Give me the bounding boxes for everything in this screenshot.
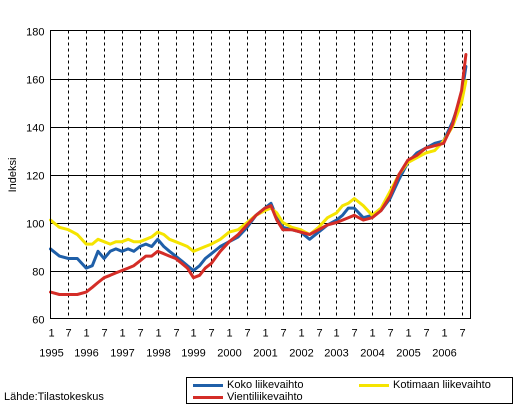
- x-month-label: 7: [459, 328, 465, 340]
- legend: Koko liikevaihto Kotimaan liikevaihto Vi…: [186, 377, 513, 404]
- x-year-label: 2005: [396, 348, 420, 360]
- x-year-label: 2000: [217, 348, 241, 360]
- legend-label-vienti: Vientiliikevaihto: [227, 391, 303, 403]
- x-month-label: 7: [387, 328, 393, 340]
- x-month-label: 7: [351, 328, 357, 340]
- x-month-label: 1: [369, 328, 375, 340]
- x-month-label: 7: [244, 328, 250, 340]
- x-month-label: 7: [101, 328, 107, 340]
- legend-item-kotimaan: Kotimaan liikevaihto: [359, 379, 491, 391]
- x-month-label: 7: [65, 328, 71, 340]
- x-month-label: 1: [441, 328, 447, 340]
- y-tick-label: 140: [26, 123, 44, 135]
- legend-item-vienti: Vientiliikevaihto: [193, 391, 303, 403]
- y-tick-label: 160: [26, 75, 44, 87]
- series-lines: [49, 53, 468, 296]
- y-tick-label: 100: [26, 219, 44, 231]
- x-year-label: 2002: [289, 348, 313, 360]
- x-month-label: 7: [208, 328, 214, 340]
- x-year-label: 2004: [360, 348, 384, 360]
- x-month-label: 1: [298, 328, 304, 340]
- x-year-label: 2001: [253, 348, 277, 360]
- x-month-label: 1: [190, 328, 196, 340]
- x-year-label: 1997: [110, 348, 134, 360]
- x-month-label: 1: [119, 328, 125, 340]
- x-month-label: 1: [226, 328, 232, 340]
- y-tick-labels: 60 80 100 120 140 160 180: [26, 27, 44, 327]
- plot-frame: [50, 30, 471, 319]
- source-note: Lähde:Tilastokeskus: [4, 391, 104, 403]
- x-month-label: 7: [173, 328, 179, 340]
- x-month-label: 7: [137, 328, 143, 340]
- x-month-label: 1: [83, 328, 89, 340]
- legend-label-koko: Koko liikevaihto: [227, 379, 304, 391]
- y-tick-label: 120: [26, 171, 44, 183]
- x-year-label: 2006: [432, 348, 456, 360]
- x-month-label: 1: [405, 328, 411, 340]
- x-month-label: 1: [48, 328, 54, 340]
- x-year-label: 1995: [39, 348, 63, 360]
- x-month-label: 7: [316, 328, 322, 340]
- legend-swatch-kotimaan: [359, 383, 389, 387]
- series-line-2: [49, 79, 468, 253]
- legend-swatch-koko: [193, 383, 223, 387]
- legend-item-koko: Koko liikevaihto: [193, 379, 303, 391]
- x-month-label: 1: [155, 328, 161, 340]
- x-month-label: 7: [423, 328, 429, 340]
- y-tick-label: 60: [32, 315, 44, 327]
- grid: [50, 30, 471, 319]
- legend-label-kotimaan: Kotimaan liikevaihto: [393, 379, 491, 391]
- legend-swatch-vienti: [193, 395, 223, 399]
- x-month-label: 1: [333, 328, 339, 340]
- series-line-3: [49, 53, 468, 296]
- y-tick-label: 180: [26, 27, 44, 39]
- x-year-label: 1998: [146, 348, 170, 360]
- x-month-label: 1: [262, 328, 268, 340]
- x-month-label: 7: [280, 328, 286, 340]
- y-axis-label: Indeksi: [7, 158, 19, 193]
- x-year-label: 1996: [74, 348, 98, 360]
- x-year-label: 1999: [181, 348, 205, 360]
- y-tick-label: 80: [32, 267, 44, 279]
- x-year-label: 2003: [324, 348, 348, 360]
